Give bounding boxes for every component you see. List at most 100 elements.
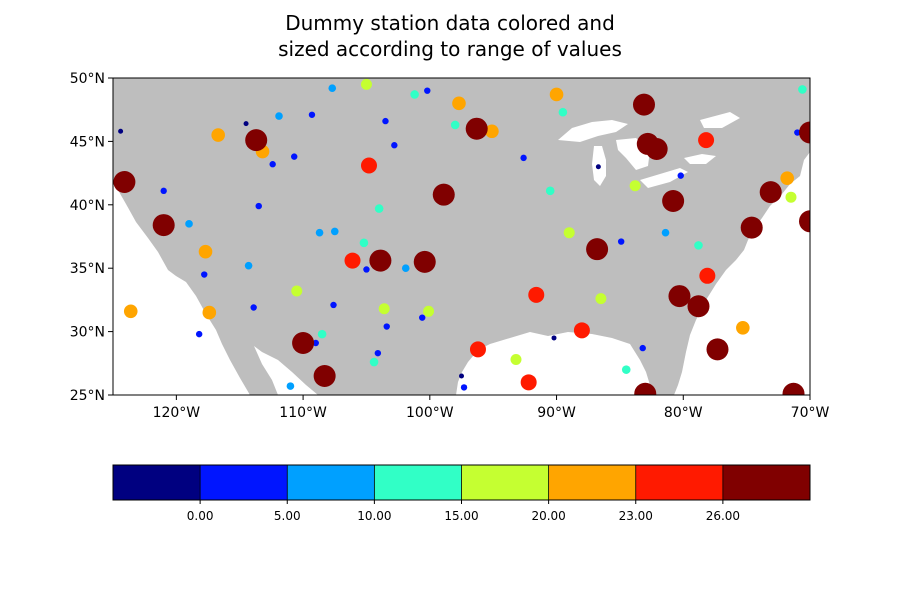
station-marker	[794, 129, 801, 136]
station-marker	[645, 138, 668, 161]
colorbar-tick-label: 15.00	[444, 509, 478, 523]
station-marker	[699, 267, 716, 284]
station-marker	[698, 132, 715, 149]
station-marker	[798, 85, 807, 94]
station-marker	[740, 216, 763, 239]
station-marker	[113, 170, 136, 193]
chart-title-line-1: Dummy station data colored and	[285, 11, 615, 35]
station-marker	[450, 120, 460, 130]
station-marker	[202, 305, 217, 320]
station-marker	[383, 323, 390, 330]
station-marker	[308, 111, 316, 118]
station-marker	[677, 172, 684, 179]
station-marker	[419, 314, 426, 321]
chart-title: Dummy station data colored and sized acc…	[0, 10, 900, 62]
station-marker	[558, 107, 568, 117]
station-marker	[344, 252, 361, 269]
station-marker	[123, 304, 138, 319]
station-marker	[291, 285, 303, 297]
station-marker	[452, 96, 466, 111]
station-marker	[312, 339, 319, 347]
station-marker	[520, 154, 527, 162]
station-marker	[275, 112, 283, 120]
station-marker	[459, 373, 464, 379]
station-marker	[198, 244, 213, 259]
station-marker	[243, 121, 249, 127]
station-marker	[469, 341, 486, 358]
station-marker	[780, 171, 794, 185]
station-marker	[634, 382, 657, 395]
station-marker	[545, 186, 555, 196]
station-marker	[510, 353, 522, 365]
station-marker	[391, 142, 398, 149]
station-marker	[245, 129, 268, 152]
colorbar-tick-label: 10.00	[357, 509, 391, 523]
colorbar-tick-label: 26.00	[706, 509, 740, 523]
station-marker	[782, 382, 805, 395]
station-marker	[317, 329, 327, 339]
station-marker	[668, 285, 691, 308]
station-marker	[211, 128, 225, 142]
colorbar-swatch	[200, 465, 288, 500]
y-tick-label: 45°N	[70, 134, 105, 150]
station-marker	[759, 181, 782, 204]
colorbar-swatch	[461, 465, 549, 500]
station-marker	[528, 286, 545, 303]
station-marker	[465, 117, 488, 140]
station-marker	[617, 238, 625, 245]
x-tick-label: 90°W	[537, 405, 576, 421]
station-marker	[551, 335, 557, 341]
station-marker	[360, 78, 372, 90]
station-marker	[687, 295, 710, 318]
station-marker	[374, 349, 382, 357]
station-marker	[382, 117, 389, 125]
colorbar-swatch	[548, 465, 636, 500]
station-marker	[330, 227, 339, 236]
station-marker	[330, 301, 337, 309]
map-panel	[113, 78, 810, 395]
station-points	[113, 78, 810, 395]
colorbar-swatch	[287, 465, 375, 500]
station-marker	[621, 365, 631, 374]
station-marker	[563, 227, 575, 239]
x-tick-label: 80°W	[664, 405, 703, 421]
station-marker	[423, 305, 435, 317]
lake-ontario	[684, 154, 716, 164]
x-tick-label: 120°W	[153, 405, 201, 421]
station-marker	[286, 382, 295, 390]
station-marker	[785, 191, 797, 203]
colorbar: 0.00 5.00 10.00 15.00 20.00 23.00 26.00	[112, 464, 811, 523]
station-marker	[485, 124, 499, 139]
station-marker	[315, 228, 324, 237]
station-marker	[255, 202, 262, 210]
station-marker	[424, 87, 431, 94]
colorbar-tick-label: 23.00	[619, 509, 653, 523]
colorbar-swatch	[635, 465, 723, 500]
station-marker	[573, 322, 590, 339]
y-tick-label: 30°N	[70, 325, 105, 341]
station-marker	[269, 161, 276, 168]
station-marker	[401, 264, 410, 273]
station-marker	[369, 357, 379, 367]
station-marker	[595, 164, 601, 170]
station-marker	[328, 84, 337, 92]
station-marker	[632, 93, 655, 116]
station-marker	[736, 320, 750, 335]
station-marker	[520, 374, 537, 391]
station-marker	[378, 303, 390, 315]
x-tick-label: 100°W	[406, 405, 454, 421]
station-marker	[363, 266, 370, 273]
station-marker	[313, 364, 336, 387]
colorbar-tick-label: 20.00	[531, 509, 565, 523]
station-marker	[374, 204, 384, 213]
station-marker	[195, 330, 203, 338]
station-marker	[410, 90, 419, 99]
station-marker	[799, 210, 810, 233]
station-marker	[244, 261, 253, 270]
colorbar-tick-label: 0.00	[187, 509, 214, 523]
lake-erie	[640, 168, 688, 188]
station-marker	[460, 384, 468, 391]
station-marker	[639, 344, 646, 352]
station-marker	[706, 338, 729, 361]
